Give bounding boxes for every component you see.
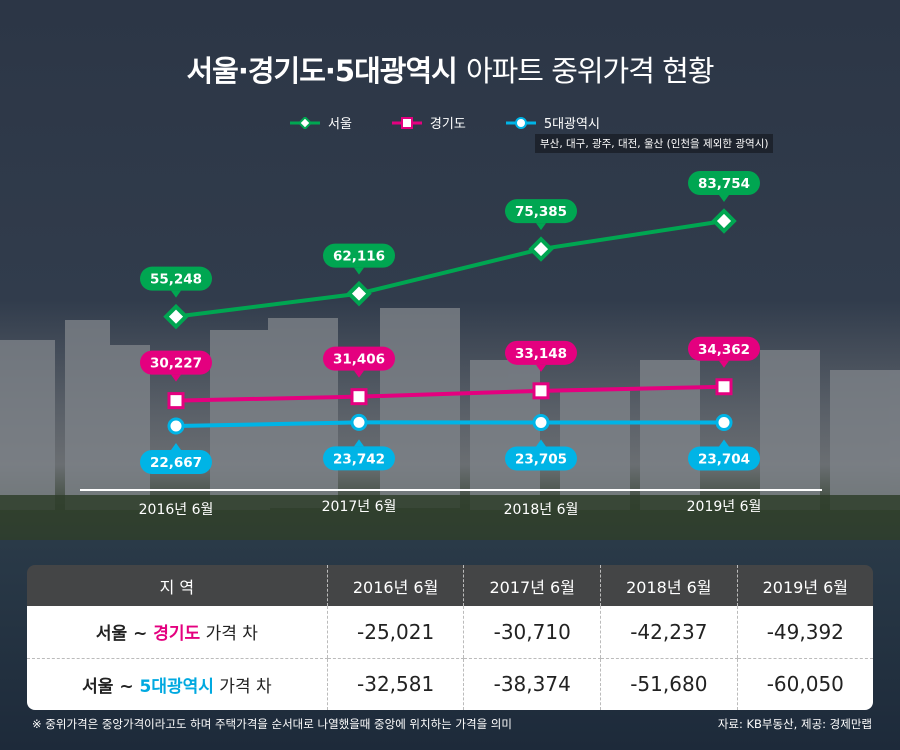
table-header: 2018년 6월 [600,565,738,606]
table-cell: -49,392 [736,606,873,659]
table-header: 2017년 6월 [463,565,601,606]
data-label: 75,385 [515,204,567,220]
legend-item-seoul: 서울 [290,113,352,132]
table-header: 2016년 6월 [326,565,464,606]
bubble-pointer [536,223,546,231]
table-cell: -60,050 [736,658,873,710]
data-point [346,280,372,307]
footnote: ※ 중위가격은 중앙가격이라고도 하며 주택가격을 순서대로 나열했을때 중앙에… [32,717,512,731]
data-label-bubble [688,446,760,471]
table-cell: -51,680 [600,658,738,710]
data-label-bubble [323,243,395,268]
data-label-bubble [505,340,577,365]
row-label: 서울 ~ 경기도 가격 차 [27,606,328,659]
data-label: 83,754 [698,176,750,192]
data-point [528,236,554,262]
table-header: 2019년 6월 [736,565,873,606]
series-line [175,384,725,403]
diamond-marker-icon [290,116,320,129]
data-label: 33,148 [515,346,567,362]
data-label-bubble [688,170,760,195]
price-gap-table: 지 역 2016년 6월 2017년 6월 2018년 6월 2019년 6월 서울 ~… [27,565,873,710]
data-label: 22,667 [150,455,202,471]
x-tick-label: 2017년 6월 [322,499,397,515]
legend-note: 부산, 대구, 광주, 대전, 울산 (인천을 제외한 광역시) [535,134,774,153]
legend-item-gyeonggi: 경기도 [391,113,466,132]
data-label: 23,705 [515,452,567,468]
data-point [532,414,550,432]
data-label-bubble [140,450,212,474]
data-point [350,413,368,431]
data-point [715,378,733,396]
bubble-pointer [171,290,181,298]
data-label-bubble [323,446,395,471]
bubble-pointer [536,364,546,372]
square-marker-icon [391,116,422,129]
data-point [167,417,185,435]
bubble-pointer [719,439,729,447]
x-tick-label: 2018년 6월 [504,502,579,518]
table-header: 지 역 [27,565,328,606]
data-point [167,392,185,410]
data-label: 31,406 [333,352,385,368]
bubble-pointer [171,443,181,450]
table-cell: -32,581 [326,658,464,710]
table-row: 서울 ~ 경기도 가격 차 -25,021 -30,710 -42,237 -49,3… [27,606,873,659]
x-tick-label: 2016년 6월 [139,502,214,518]
series-0: 55,248 62,116 75,385 83,754 [140,170,760,330]
data-label-bubble [140,350,212,375]
bubble-pointer [719,360,729,368]
x-tick-label: 2019년 6월 [687,499,762,515]
data-label: 23,704 [698,452,750,468]
data-label-bubble [140,266,212,291]
bubble-pointer [536,439,546,447]
bubble-pointer [354,370,364,378]
table-cell: -42,237 [600,606,738,659]
table-cell: -25,021 [326,606,464,659]
series-line [175,420,725,428]
table-cell: -30,710 [463,606,601,659]
data-point [711,208,737,234]
data-point [163,303,189,330]
series-1: 30,227 31,406 33,148 34,362 [140,336,760,410]
data-label-bubble [323,346,395,371]
data-label: 55,248 [150,272,202,288]
table-row: 서울 ~ 5대광역시 가격 차 -32,581 -38,374 -51,680 -60… [27,658,873,710]
data-label: 34,362 [698,342,750,358]
data-point [715,414,733,432]
source: 자료: KB부동산, 제공: 경제만랩 [717,717,872,731]
bubble-pointer [171,374,181,382]
page-title: 서울·경기도·5대광역시 아파트 중위가격 현황 [186,54,714,88]
legend: 서울 경기도 5대광역시 [290,113,600,132]
table-cell: -38,374 [463,658,601,710]
data-label: 30,227 [150,356,202,372]
series-line [175,219,725,319]
bubble-pointer [354,439,364,447]
circle-marker-icon [505,116,536,129]
data-label-bubble [505,199,577,224]
bubble-pointer [719,194,729,202]
data-point [350,388,368,406]
data-label: 23,742 [333,451,385,467]
bubble-pointer [354,267,364,275]
row-label: 서울 ~ 5대광역시 가격 차 [27,658,328,710]
legend-item-metro: 5대광역시 [505,113,600,132]
data-label-bubble [688,336,760,361]
data-label: 62,116 [333,249,385,265]
data-point [532,382,550,400]
data-label-bubble [505,446,577,471]
series-2: 22,667 23,742 23,705 23,704 [140,413,760,474]
line-chart: 2016년 6월 2017년 6월 2018년 6월 2019년 6월 55,248 62… [138,170,762,518]
